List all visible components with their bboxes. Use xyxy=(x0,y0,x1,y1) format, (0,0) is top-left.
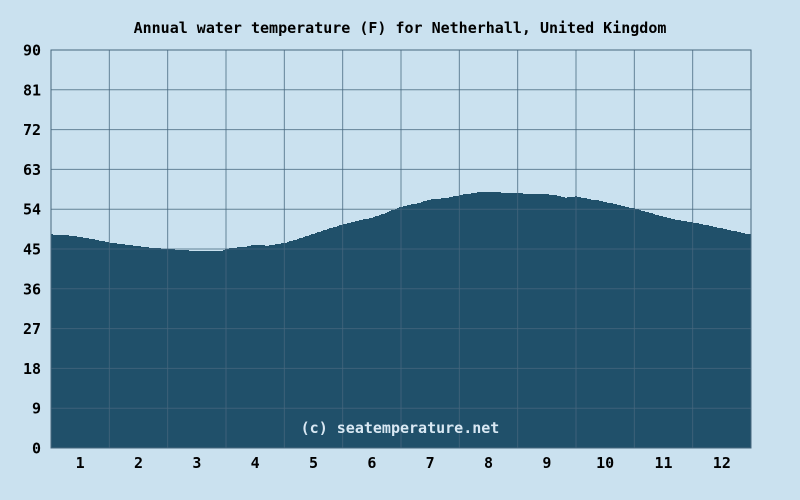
y-tick-label: 0 xyxy=(32,440,41,458)
y-tick-label: 63 xyxy=(23,161,41,179)
y-tick-label: 18 xyxy=(23,360,41,378)
watermark: (c) seatemperature.net xyxy=(300,419,500,437)
y-tick-label: 36 xyxy=(23,280,41,298)
y-tick-label: 27 xyxy=(23,320,41,338)
x-tick-label: 7 xyxy=(426,454,435,472)
chart-title: Annual water temperature (F) for Netherh… xyxy=(133,19,667,37)
y-tick-label: 45 xyxy=(23,241,41,259)
x-tick-label: 11 xyxy=(654,454,672,472)
x-tick-label: 12 xyxy=(713,454,731,472)
y-tick-label: 90 xyxy=(23,42,41,60)
x-tick-label: 3 xyxy=(192,454,201,472)
y-tick-label: 54 xyxy=(23,201,41,219)
y-tick-label: 81 xyxy=(23,81,41,99)
x-tick-label: 2 xyxy=(134,454,143,472)
x-tick-label: 6 xyxy=(367,454,376,472)
x-tick-label: 10 xyxy=(596,454,614,472)
x-tick-label: 8 xyxy=(484,454,493,472)
plot-border xyxy=(50,49,752,449)
y-tick-label: 9 xyxy=(32,400,41,418)
x-tick-label: 4 xyxy=(251,454,260,472)
x-tick-label: 5 xyxy=(309,454,318,472)
x-tick-label: 1 xyxy=(76,454,85,472)
y-tick-label: 72 xyxy=(23,121,41,139)
x-tick-label: 9 xyxy=(542,454,551,472)
